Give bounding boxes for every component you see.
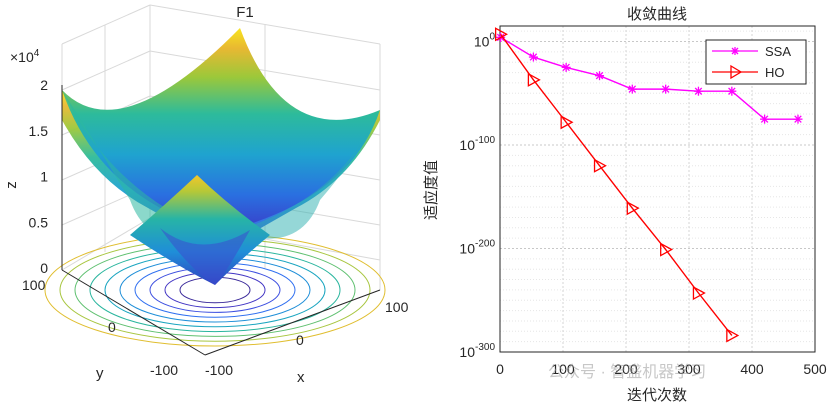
x-tick-100: 100 [385, 299, 409, 315]
surface-title: F1 [236, 4, 254, 21]
point-ho [660, 242, 674, 257]
x-tick-label: 0 [496, 361, 504, 377]
x-tick-label: 200 [614, 361, 638, 377]
surface-plot: F1 ×104 z 100 0 -100 y -100 0 100 x 0 0.5… [3, 4, 409, 386]
point-ssa [561, 62, 571, 72]
x-tick-0: 0 [296, 332, 304, 348]
y-tick-label: 10-300 [459, 342, 495, 360]
legend-ho-label: HO [765, 65, 785, 80]
point-ho [560, 115, 574, 130]
legend: SSA HO [705, 39, 807, 85]
y-tick-label: 10-200 [459, 239, 495, 257]
x-tick-label: 500 [803, 361, 827, 377]
point-ssa [528, 52, 538, 62]
point-ssa [595, 71, 605, 81]
point-ssa [693, 86, 703, 96]
convergence-ylabel: 适应度值 [422, 160, 440, 220]
x-tick-labels: 0 100 200 300 400 500 [496, 361, 827, 377]
point-ho [593, 158, 607, 173]
point-ho [527, 72, 541, 87]
z-tick-label: 1 [40, 169, 48, 185]
convergence-plot: 收敛曲线 0 100 200 300 400 500 100 10-100 10-200 10-… [422, 5, 827, 404]
z-tick-label: 0.5 [29, 214, 49, 230]
z-tick-label: 2 [40, 77, 48, 93]
point-ssa [793, 114, 803, 124]
point-ho [726, 328, 740, 343]
x-tick-label: 300 [677, 361, 701, 377]
y-tick-label: 100 [474, 32, 496, 50]
point-ssa [661, 84, 671, 94]
y-tick-neg100: -100 [150, 362, 178, 378]
point-ho [626, 201, 640, 216]
x-tick-label: 100 [551, 361, 575, 377]
convergence-xlabel: 迭代次数 [627, 386, 687, 404]
legend-ssa-marker [731, 47, 739, 55]
z-exponent-label: ×104 [10, 48, 40, 65]
series-line-ssa [500, 36, 798, 120]
z-tick-label: 0 [40, 260, 48, 276]
point-ssa [627, 84, 637, 94]
point-ssa [760, 114, 770, 124]
y-axis-label: y [96, 365, 104, 382]
legend-ssa-label: SSA [765, 44, 791, 59]
point-ho [494, 27, 508, 42]
y-tick-0: 0 [108, 319, 116, 335]
convergence-title: 收敛曲线 [627, 5, 687, 23]
x-tick-label: 400 [740, 361, 764, 377]
series-line-ho [500, 33, 733, 336]
series-layer [494, 27, 803, 343]
z-tick-label: 1.5 [29, 123, 49, 139]
watermark: 公众号 · 智盛机器学习 [548, 363, 706, 381]
point-ho [692, 285, 706, 301]
z-axis-label: z [3, 181, 20, 189]
axes-frame [61, 85, 381, 356]
y-tick-100: 100 [22, 277, 46, 293]
y-tick-label: 10-100 [459, 135, 495, 153]
y-tick-labels: 100 10-100 10-200 10-300 [459, 32, 495, 360]
point-ssa [727, 86, 737, 96]
surface-mesh [62, 28, 380, 285]
x-axis-label: x [297, 369, 305, 386]
x-tick-neg100: -100 [205, 362, 233, 378]
legend-ho-marker [730, 64, 743, 80]
plot-frame [499, 25, 816, 353]
